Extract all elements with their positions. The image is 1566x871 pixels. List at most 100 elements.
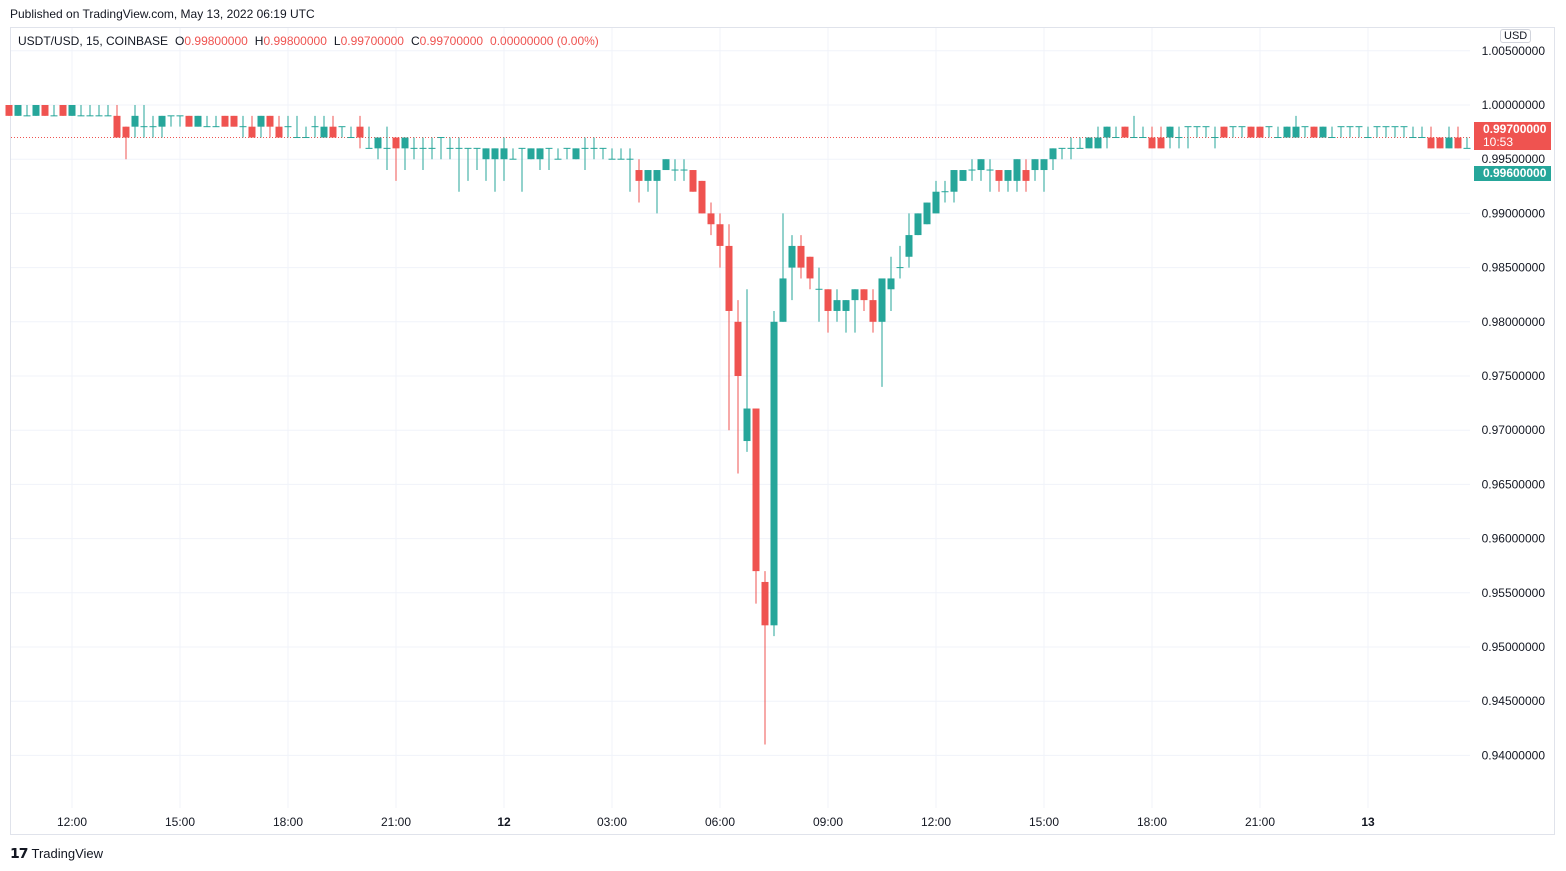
price-axis[interactable]: 1.00500000 1.00000000 0.99500000 0.99000000…: [1482, 44, 1546, 763]
grid-lines: [11, 28, 1470, 808]
candle-body: [905, 235, 913, 257]
candle: [968, 159, 976, 181]
candle-body: [104, 115, 112, 117]
candle-body: [176, 115, 184, 117]
candle: [311, 115, 319, 138]
time-tick-label: 03:00: [597, 815, 627, 829]
candle: [14, 105, 22, 116]
candle-body: [167, 115, 175, 117]
candle: [977, 159, 985, 181]
candle-body: [59, 105, 67, 116]
candle: [1076, 137, 1084, 149]
candle: [257, 115, 265, 138]
candle: [329, 115, 337, 138]
candle: [1427, 126, 1435, 149]
candle-body: [212, 126, 220, 128]
open-value: 0.99800000: [184, 34, 248, 48]
candle: [1094, 126, 1102, 149]
candle-body: [365, 147, 373, 149]
candle: [86, 105, 94, 117]
candle: [1238, 126, 1246, 138]
candle-body: [1373, 126, 1381, 128]
candle-body: [1256, 126, 1264, 138]
high-value: 0.99800000: [263, 34, 327, 48]
candle-body: [1004, 170, 1012, 181]
candle-body: [1310, 126, 1318, 138]
candle-body: [869, 300, 877, 322]
candle: [842, 300, 850, 333]
candle: [248, 115, 256, 138]
candle: [473, 147, 481, 171]
candle: [1337, 126, 1345, 138]
candle-body: [473, 147, 481, 149]
candle: [617, 148, 625, 160]
candle-body: [221, 115, 229, 127]
time-tick-label: 18:00: [1137, 815, 1167, 829]
candle-body: [734, 321, 742, 376]
candle: [923, 202, 931, 225]
candle-body: [1184, 126, 1192, 128]
candle-body: [41, 105, 49, 116]
candle: [1004, 170, 1012, 192]
candle-body: [896, 267, 904, 269]
candle: [1193, 126, 1201, 138]
candle-body: [923, 202, 931, 225]
time-tick-label: 09:00: [813, 815, 843, 829]
candle: [1211, 126, 1219, 149]
candle: [482, 148, 490, 181]
candle: [1112, 126, 1120, 139]
symbol-info[interactable]: USDT/USD, 15, COINBASE: [18, 34, 169, 48]
candle-body: [1337, 126, 1345, 128]
tradingview-branding[interactable]: 𝟭𝟳 TradingView: [10, 845, 103, 862]
candle-body: [1211, 137, 1219, 139]
candle: [347, 126, 355, 139]
candle-body: [419, 147, 427, 149]
candle-body: [32, 105, 40, 116]
price-tick-label: 0.96500000: [1482, 477, 1546, 491]
candle-body: [509, 158, 517, 160]
candle-body: [1103, 126, 1111, 138]
candle: [392, 137, 400, 181]
candle: [554, 148, 562, 160]
candle: [1391, 126, 1399, 138]
candle-body: [761, 581, 769, 626]
candle: [500, 137, 508, 181]
candle-body: [797, 245, 805, 268]
time-axis[interactable]: 12:00 15:00 18:00 21:00 12 03:00 06:00 09:00 12:…: [57, 815, 1375, 829]
candle-body: [1355, 126, 1363, 128]
candle-body: [50, 115, 58, 117]
candle-body: [1031, 159, 1039, 171]
candle: [167, 115, 175, 127]
bid-price-label: 0.99600000: [1474, 166, 1551, 181]
candle-body: [770, 321, 778, 626]
candle: [437, 137, 445, 160]
candle-body: [356, 126, 364, 138]
candle: [689, 170, 697, 192]
candle-body: [1292, 126, 1300, 138]
bar-countdown: 10:53: [1483, 135, 1514, 149]
candle-body: [140, 126, 148, 128]
candle: [1220, 126, 1228, 138]
candle-body: [824, 289, 832, 311]
candle: [1346, 126, 1354, 138]
candle: [734, 300, 742, 474]
candle: [1382, 126, 1390, 138]
candle: [338, 126, 346, 138]
candle-body: [266, 115, 274, 127]
candle: [869, 289, 877, 333]
low-value: 0.99700000: [340, 34, 404, 48]
currency-badge[interactable]: USD: [1500, 29, 1532, 43]
candle: [1247, 126, 1255, 138]
candle: [464, 147, 472, 181]
candle-body: [1274, 137, 1282, 139]
candle-body: [653, 170, 661, 181]
time-tick-label: 21:00: [381, 815, 411, 829]
candle: [950, 170, 958, 203]
open-label: O: [175, 34, 185, 48]
candle: [1121, 126, 1129, 138]
candle: [446, 137, 454, 160]
candle: [1148, 126, 1156, 149]
candle-body: [662, 159, 670, 171]
candle: [1049, 148, 1057, 171]
